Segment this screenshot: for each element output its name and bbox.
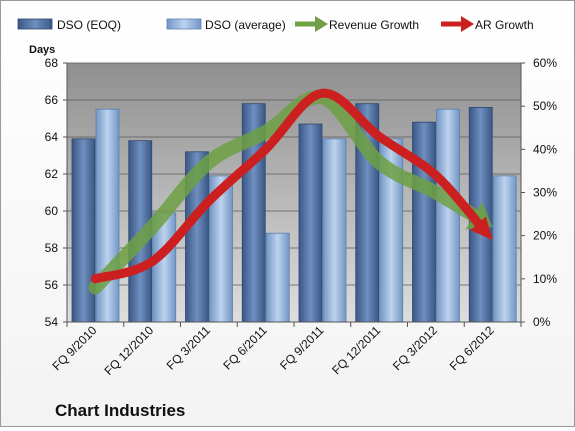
legend-label-revenue-growth: Revenue Growth — [329, 18, 419, 32]
legend-label-dso-average: DSO (average) — [205, 18, 286, 32]
growth-lines — [88, 88, 493, 295]
legend: DSO (EOQ) DSO (average) Revenue Growth A… — [17, 16, 534, 32]
y-tick-label-right: 20% — [533, 229, 557, 243]
bar-dso-eoq — [71, 138, 96, 323]
y-axis-left-ticks: 54 56 58 60 62 64 66 68 — [45, 56, 67, 329]
y-tick-label-left: 62 — [45, 167, 59, 181]
legend-item-dso-average: DSO (average) — [166, 18, 286, 32]
legend-item-ar-growth: AR Growth — [441, 16, 534, 32]
x-tick-label: FQ 9/2011 — [277, 323, 327, 373]
y-tick-label-right: 60% — [533, 56, 557, 70]
ar-growth-arrowhead — [470, 216, 493, 240]
x-tick-label: FQ 12/2011 — [329, 323, 383, 377]
y-tick-label-left: 60 — [45, 204, 59, 218]
y-tick-label-right: 30% — [533, 186, 557, 200]
legend-item-dso-eoq: DSO (EOQ) — [17, 18, 121, 32]
x-tick-label: FQ 3/2012 — [390, 323, 440, 373]
bar-dso-average — [265, 232, 290, 323]
legend-label-ar-growth: AR Growth — [475, 18, 534, 32]
bar-dso-eoq — [412, 121, 436, 323]
x-tick-label: FQ 9/2010 — [50, 323, 100, 373]
x-tick-label: FQ 6/2012 — [447, 323, 497, 373]
bar-dso-average — [492, 175, 517, 323]
y-tick-label-left: 54 — [45, 315, 59, 329]
legend-swatch-dso-eoq — [17, 18, 53, 30]
y-tick-label-right: 50% — [533, 99, 557, 113]
x-tick-label: FQ 6/2011 — [220, 323, 270, 373]
y-tick-label-left: 58 — [45, 241, 59, 255]
y-tick-label-right: 10% — [533, 272, 557, 286]
legend-swatch-dso-average — [166, 18, 202, 30]
bar-dso-average — [436, 108, 460, 323]
y-tick-label-left: 64 — [45, 130, 59, 144]
x-axis-ticks: FQ 9/2010 FQ 12/2010 FQ 3/2011 FQ 6/2011 FQ … — [50, 322, 522, 378]
y-tick-label-right: 0% — [533, 315, 551, 329]
y-tick-label-left: 56 — [45, 278, 59, 292]
x-tick-label: FQ 12/2010 — [102, 323, 157, 378]
y-axis-right-ticks: 0% 10% 20% 30% 40% 50% 60% — [521, 56, 557, 329]
y-axis-title: Days — [29, 44, 55, 56]
legend-label-dso-eoq: DSO (EOQ) — [57, 18, 121, 32]
revenue-growth-line — [88, 90, 486, 295]
bar-dso-average — [322, 138, 347, 323]
bar-dso-eoq — [298, 123, 323, 323]
y-tick-label-left: 68 — [45, 56, 59, 70]
y-tick-label-left: 66 — [45, 93, 59, 107]
legend-arrow-revenue-growth — [295, 16, 328, 32]
ar-growth-line — [90, 88, 487, 284]
legend-item-revenue-growth: Revenue Growth — [295, 16, 419, 32]
y-tick-label-right: 40% — [533, 142, 557, 156]
chart-title: Chart Industries — [55, 401, 185, 420]
legend-arrow-ar-growth — [441, 16, 474, 32]
x-tick-label: FQ 3/2011 — [164, 323, 214, 373]
